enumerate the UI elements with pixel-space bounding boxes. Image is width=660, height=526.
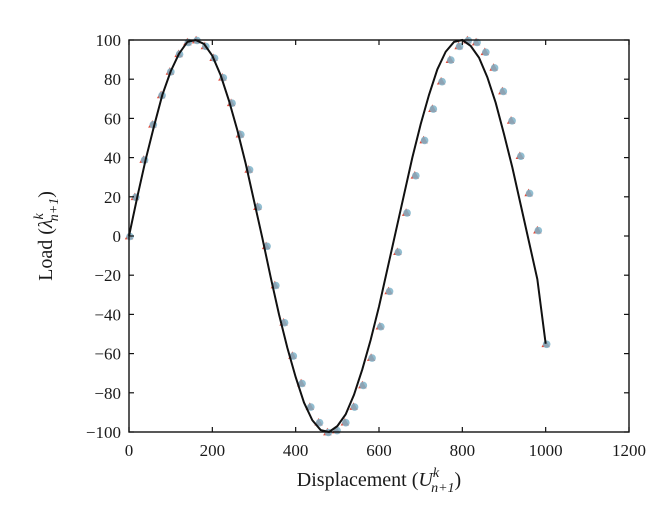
fitted-curve (128, 38, 547, 434)
y-tick-label: 100 (96, 31, 122, 50)
y-tick-label: 0 (113, 227, 122, 246)
plot-frame (128, 39, 630, 433)
star-marker (534, 226, 543, 235)
star-marker (350, 403, 359, 411)
y-tick-label: −20 (94, 266, 121, 285)
star-marker (359, 381, 368, 390)
star-marker (289, 352, 298, 360)
star-marker (429, 105, 438, 113)
x-tick-label: 600 (366, 441, 392, 460)
y-tick-label: −40 (94, 305, 121, 324)
star-marker (508, 117, 516, 125)
star-marker (455, 42, 464, 51)
star-marker (403, 209, 411, 217)
x-tick-label: 0 (125, 441, 134, 460)
axes: 0 200 400 600 800 1000 1200 −100 −80 −60 −40 −20 0 20… (86, 31, 646, 460)
x-tick-label: 400 (283, 441, 309, 460)
star-marker (542, 340, 551, 349)
star-marker (438, 77, 446, 86)
y-tick-label: 80 (104, 70, 121, 89)
star-marker (482, 48, 490, 57)
star-marker (315, 418, 324, 427)
star-marker (420, 136, 429, 145)
y-tick-label: 60 (104, 109, 121, 128)
star-marker (298, 379, 306, 388)
star-marker (525, 189, 534, 198)
star-marker (394, 248, 403, 256)
star-marker (385, 287, 394, 296)
y-axis-label: Load (λkn+1) (32, 191, 62, 281)
star-marker (307, 403, 315, 411)
x-axis-label: Displacement (Uk n+1) (297, 466, 461, 496)
star-marker (280, 318, 289, 327)
star-marker (412, 171, 420, 180)
x-tick-label: 200 (200, 441, 226, 460)
star-marker (368, 354, 376, 362)
star-marker (490, 64, 499, 72)
y-tick-label: −100 (86, 423, 121, 442)
x-tick-label: 1000 (529, 441, 563, 460)
y-tick-label: 40 (104, 149, 121, 168)
x-tick-label: 1200 (612, 441, 646, 460)
data-markers (124, 35, 551, 437)
star-marker (342, 418, 350, 427)
x-tick-label: 800 (450, 441, 476, 460)
y-tick-label: −60 (94, 345, 121, 364)
star-marker (447, 56, 455, 64)
y-tick-label: 20 (104, 188, 121, 207)
star-marker (517, 152, 525, 160)
star-marker (499, 87, 508, 96)
star-marker (377, 322, 385, 331)
y-tick-label: −80 (94, 384, 121, 403)
